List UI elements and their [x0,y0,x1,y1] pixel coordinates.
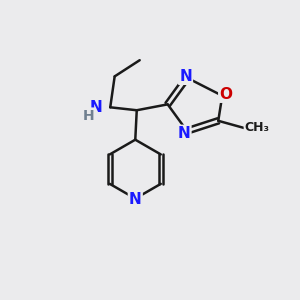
Text: CH₃: CH₃ [244,121,270,134]
Text: H: H [82,109,94,122]
Text: N: N [179,69,192,84]
Text: N: N [129,192,142,207]
Text: O: O [219,87,232,102]
Text: N: N [89,100,102,115]
Text: N: N [178,126,190,141]
